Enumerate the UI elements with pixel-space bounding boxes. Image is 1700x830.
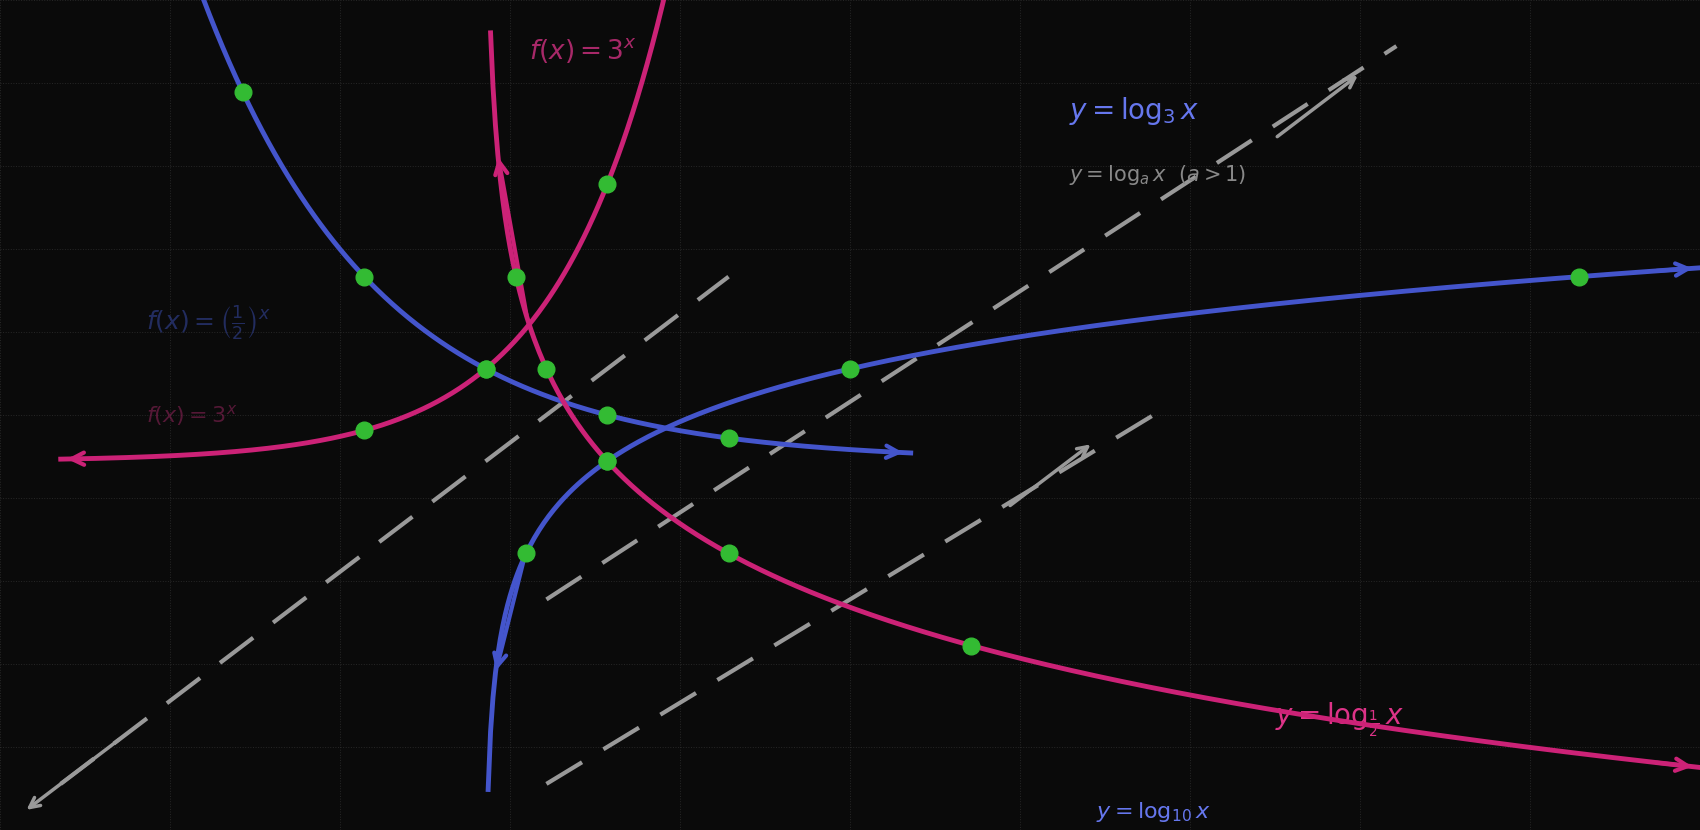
- Text: $y = \log_3 x$: $y = \log_3 x$: [1069, 95, 1198, 127]
- Text: $y = \log_{10} x$: $y = \log_{10} x$: [1096, 799, 1210, 823]
- Text: $y = \log_a x$  $(a>1)$: $y = \log_a x$ $(a>1)$: [1069, 164, 1246, 188]
- Text: $f(x)=3^x$: $f(x)=3^x$: [529, 36, 638, 65]
- Text: $f(x)=\left(\frac{1}{2}\right)^x$: $f(x)=\left(\frac{1}{2}\right)^x$: [146, 304, 270, 342]
- Text: $f(x)=3^x$: $f(x)=3^x$: [146, 403, 236, 427]
- Text: $y = \log_{\frac{1}{2}} x$: $y = \log_{\frac{1}{2}} x$: [1275, 701, 1404, 739]
